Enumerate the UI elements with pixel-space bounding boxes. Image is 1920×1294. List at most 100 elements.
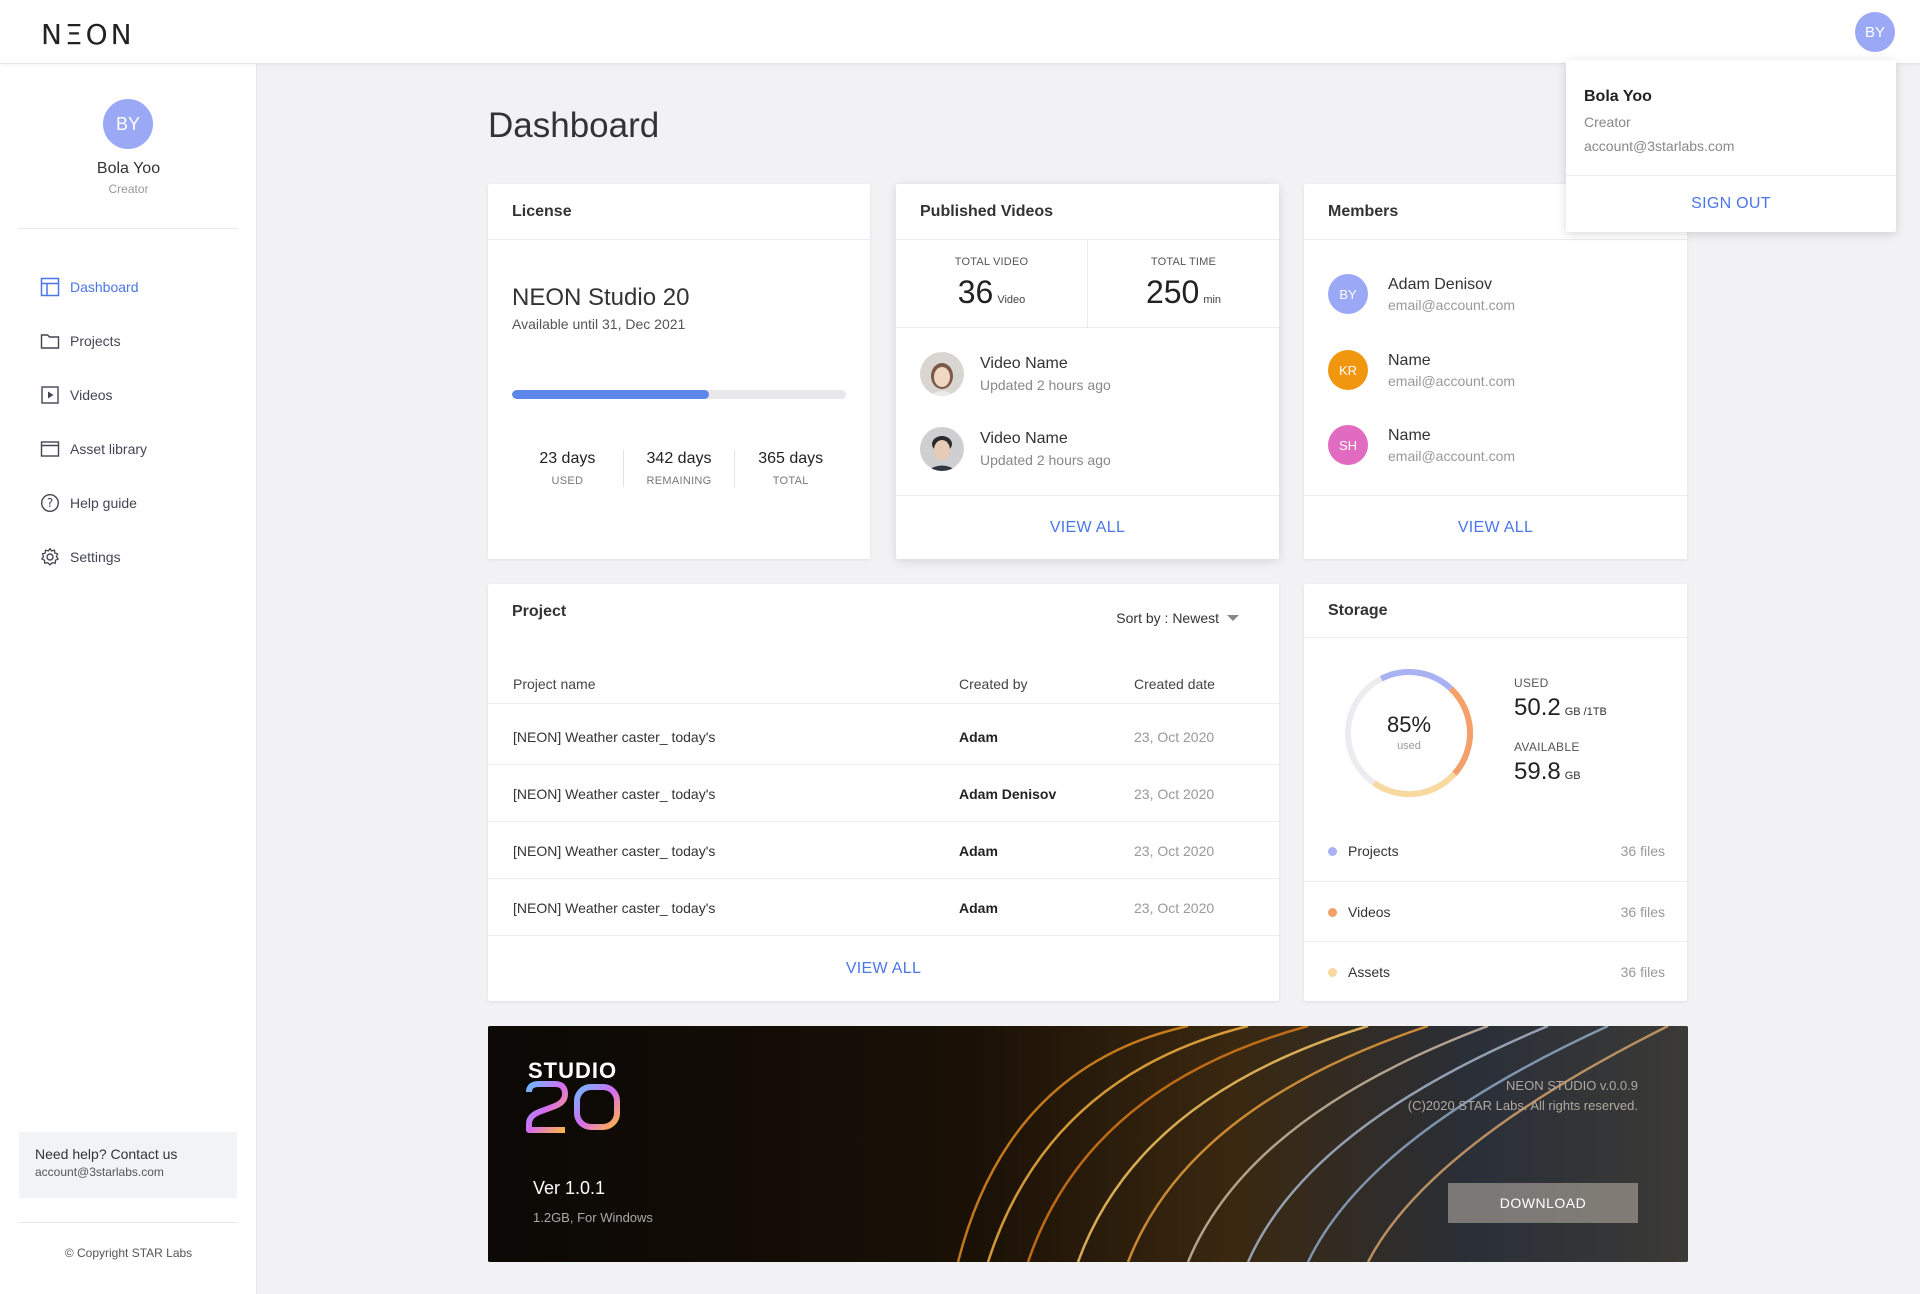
- storage-category-count: 36 files: [1620, 964, 1665, 980]
- total-video-value: 36: [957, 274, 994, 310]
- sort-label: Sort by : Newest: [1116, 610, 1219, 626]
- member-list-item[interactable]: BY Adam Denisov email@account.com: [1328, 274, 1515, 314]
- member-name: Name: [1388, 351, 1431, 369]
- popup-divider: [1566, 175, 1896, 176]
- stat-value: 23 days: [539, 450, 596, 467]
- created-by-cell: Adam: [959, 843, 998, 859]
- sidebar-avatar: BY: [103, 99, 153, 149]
- license-stat-used: 23 days USED: [512, 450, 624, 487]
- stat-label: TOTAL: [772, 475, 809, 487]
- created-by-cell: Adam: [959, 900, 998, 916]
- storage-category-projects[interactable]: Projects 36 files: [1304, 821, 1687, 881]
- project-sort-dropdown[interactable]: Sort by : Newest: [1116, 610, 1239, 626]
- video-icon: [40, 385, 60, 405]
- sidebar-item-label: Settings: [70, 549, 121, 565]
- sidebar-item-videos[interactable]: Videos: [0, 368, 257, 422]
- storage-donut-chart: 85% used: [1344, 668, 1474, 798]
- help-title: Need help? Contact us: [35, 1146, 178, 1162]
- member-avatar: BY: [1328, 274, 1368, 314]
- legend-dot: [1328, 908, 1337, 917]
- stat-value: 342 days: [646, 450, 712, 467]
- video-name: Video Name: [980, 430, 1068, 447]
- member-name: Adam Denisov: [1388, 275, 1493, 293]
- studio-20-logo: [526, 1081, 620, 1133]
- banner-copyright: NEON STUDIO v.0.0.9 (C)2020 STAR Labs. A…: [1408, 1076, 1638, 1116]
- legend-dot: [1328, 968, 1337, 977]
- member-list-item[interactable]: KR Name email@account.com: [1328, 350, 1515, 390]
- column-header[interactable]: Project name: [513, 676, 596, 692]
- banner-light-trails: [488, 1026, 1688, 1262]
- dashboard-icon: [40, 277, 60, 297]
- total-video: TOTAL VIDEO 36 Video: [896, 240, 1088, 327]
- legend-dot: [1328, 847, 1337, 856]
- sign-out-button[interactable]: SIGN OUT: [1691, 194, 1771, 212]
- projects-view-all-button[interactable]: VIEW ALL: [845, 960, 922, 977]
- license-card: License NEON Studio 20 Available until 3…: [488, 184, 870, 559]
- help-contact-box[interactable]: Need help? Contact us account@3starlabs.…: [19, 1132, 237, 1198]
- total-time-value: 250: [1145, 274, 1200, 310]
- sidebar-item-label: Help guide: [70, 495, 137, 511]
- project-title: Project: [512, 603, 567, 620]
- page-title: Dashboard: [488, 106, 660, 145]
- banner-product-version: NEON STUDIO v.0.0.9: [1506, 1078, 1638, 1093]
- storage-used-value: 50.2 GB /1TB: [1514, 694, 1607, 722]
- video-thumbnail: [920, 352, 964, 396]
- project-card: Project Sort by : Newest Project name Cr…: [488, 584, 1279, 1001]
- copyright-text: © Copyright STAR Labs: [64, 1246, 193, 1260]
- sidebar-item-label: Videos: [70, 387, 113, 403]
- stat-label: REMAINING: [646, 475, 712, 487]
- sidebar-item-dashboard[interactable]: Dashboard: [0, 260, 257, 314]
- member-avatar: SH: [1328, 425, 1368, 465]
- video-name: Video Name: [980, 355, 1068, 372]
- created-by-cell: Adam Denisov: [959, 786, 1057, 802]
- chevron-down-icon: [1227, 615, 1239, 621]
- table-row[interactable]: [NEON] Weather caster_ today's Adam 23, …: [488, 822, 1279, 879]
- storage-category-assets[interactable]: Assets 36 files: [1304, 941, 1687, 1001]
- storage-available-label: AVAILABLE: [1514, 740, 1580, 754]
- popup-user-email: account@3starlabs.com: [1584, 138, 1735, 154]
- sidebar-item-asset-library[interactable]: Asset library: [0, 422, 257, 476]
- sidebar-divider: [18, 228, 238, 229]
- member-email: email@account.com: [1388, 447, 1516, 464]
- column-header[interactable]: Created by: [959, 676, 1028, 692]
- banner-rights: (C)2020 STAR Labs. All rights reserved.: [1407, 1098, 1638, 1113]
- popup-user-name: Bola Yoo: [1584, 88, 1652, 105]
- sidebar-item-projects[interactable]: Projects: [0, 314, 257, 368]
- download-button[interactable]: DOWNLOAD: [1448, 1183, 1638, 1223]
- member-avatar: KR: [1328, 350, 1368, 390]
- created-date-cell: 23, Oct 2020: [1134, 786, 1215, 802]
- sidebar-item-help-guide[interactable]: ? Help guide: [0, 476, 257, 530]
- total-time: TOTAL TIME 250 min: [1088, 240, 1279, 327]
- member-list-item[interactable]: SH Name email@account.com: [1328, 425, 1515, 465]
- sidebar-item-settings[interactable]: Settings: [0, 530, 257, 584]
- license-product: NEON Studio 20: [512, 284, 690, 311]
- project-name-cell: [NEON] Weather caster_ today's: [513, 786, 716, 802]
- video-list-item[interactable]: Video Name Updated 2 hours ago: [920, 350, 1111, 398]
- table-row[interactable]: [NEON] Weather caster_ today's Adam 23, …: [488, 708, 1279, 765]
- members-view-all-button[interactable]: VIEW ALL: [1304, 495, 1687, 559]
- help-email[interactable]: account@3starlabs.com: [35, 1165, 164, 1179]
- storage-used-label: USED: [1514, 676, 1549, 690]
- table-row[interactable]: [NEON] Weather caster_ today's Adam Deni…: [488, 765, 1279, 822]
- sidebar-item-label: Asset library: [70, 441, 148, 457]
- popup-user-role: Creator: [1584, 114, 1631, 130]
- storage-category-videos[interactable]: Videos 36 files: [1304, 881, 1687, 941]
- neon-logo[interactable]: NΞON: [41, 18, 135, 51]
- project-name-cell: [NEON] Weather caster_ today's: [513, 843, 716, 859]
- storage-category-name: Projects: [1348, 843, 1399, 859]
- asset-library-icon: [40, 439, 60, 459]
- created-date-cell: 23, Oct 2020: [1134, 900, 1215, 916]
- user-avatar-button[interactable]: BY: [1855, 12, 1895, 52]
- studio-download-banner: STUDIO Ver 1.0.1 1.2GB, For Windows NEON…: [488, 1026, 1688, 1262]
- stat-value: 365 days: [758, 450, 824, 467]
- table-row[interactable]: [NEON] Weather caster_ today's Adam 23, …: [488, 879, 1279, 936]
- video-list-item[interactable]: Video Name Updated 2 hours ago: [920, 425, 1111, 473]
- storage-used-number: 50.2: [1514, 694, 1561, 721]
- column-header[interactable]: Created date: [1134, 676, 1215, 692]
- banner-studio-label: STUDIO: [528, 1058, 618, 1083]
- banner-version: Ver 1.0.1: [533, 1178, 606, 1198]
- sidebar-user-role: Creator: [108, 182, 149, 196]
- license-available: Available until 31, Dec 2021: [512, 316, 686, 332]
- videos-view-all-button[interactable]: VIEW ALL: [896, 495, 1279, 559]
- project-name-cell: [NEON] Weather caster_ today's: [513, 729, 716, 745]
